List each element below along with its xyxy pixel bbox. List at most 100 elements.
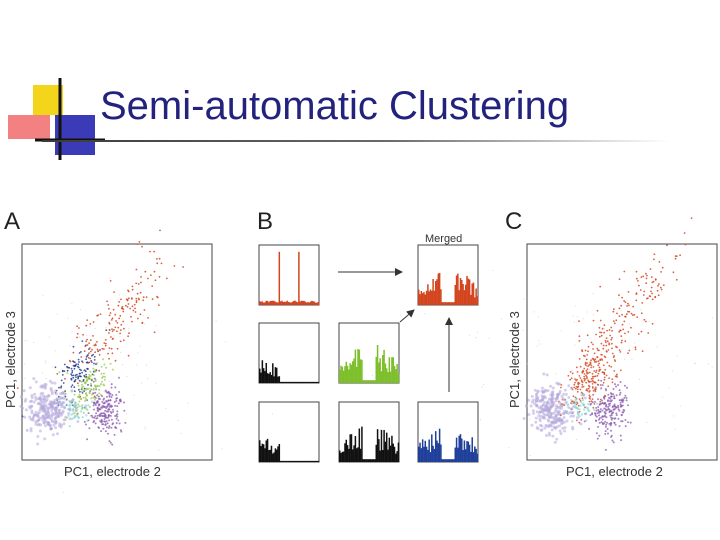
scatter-point	[86, 338, 88, 341]
scatter-point	[570, 399, 573, 402]
scatter-point	[122, 320, 125, 323]
scatter-point	[636, 277, 638, 280]
scatter-point	[116, 330, 118, 333]
hist-black-3-bar	[371, 459, 374, 462]
hist-orange-bar	[304, 301, 307, 305]
hist-black-3-bar	[382, 450, 384, 462]
scatter-point	[85, 324, 88, 327]
scatter-point	[569, 378, 572, 381]
scatter-point	[582, 354, 585, 357]
scatter-point	[94, 385, 97, 388]
scatter-point	[50, 414, 54, 418]
scatter-point	[117, 419, 120, 422]
scatter-point	[180, 432, 182, 434]
scatter-point	[574, 378, 576, 380]
scatter-point	[534, 420, 538, 424]
scatter-point	[635, 299, 638, 302]
scatter-point	[619, 434, 622, 437]
scatter-point	[580, 418, 583, 421]
hist-black-3-bar	[366, 459, 368, 462]
hist-green-bar	[341, 366, 344, 383]
scatter-point	[61, 374, 64, 376]
hist-black-2-bar	[286, 460, 288, 462]
hist-merged-bar	[419, 294, 421, 305]
hist-black-1-bar	[307, 381, 309, 383]
hist-black-3-bar	[369, 459, 371, 462]
hist-orange-bar	[278, 251, 281, 305]
scatter-point	[110, 347, 113, 350]
scatter-point	[578, 340, 581, 342]
scatter-point	[627, 310, 629, 313]
scatter-point	[72, 345, 75, 348]
scatter-point	[94, 404, 97, 406]
scatter-point	[126, 413, 128, 415]
scatter-point	[96, 362, 99, 365]
scatter-point	[585, 364, 587, 367]
scatter-point	[563, 429, 567, 433]
scatter-point	[108, 357, 110, 360]
scatter-point	[643, 290, 646, 293]
scatter-point	[102, 383, 105, 386]
scatter-point	[90, 400, 94, 403]
scatter-point	[623, 270, 626, 273]
scatter-point	[598, 414, 601, 417]
scatter-point	[536, 389, 540, 393]
scatter-point	[145, 364, 148, 366]
arrow-green-to-merged	[399, 309, 415, 323]
scatter-point	[648, 320, 651, 322]
scatter-point	[53, 398, 57, 402]
scatter-point	[558, 401, 562, 405]
scatter-point	[580, 379, 583, 382]
scatter-point	[535, 404, 539, 407]
scatter-point	[596, 309, 599, 312]
scatter-point	[585, 358, 588, 361]
scatter-point	[73, 380, 76, 383]
scatter-point	[30, 411, 34, 415]
hist-green-bar	[358, 349, 361, 383]
scatter-point	[98, 388, 101, 391]
scatter-point	[115, 320, 117, 322]
scatter-point	[70, 390, 74, 393]
scatter-point	[625, 399, 628, 402]
scatter-point	[34, 410, 38, 414]
scatter-point	[103, 375, 106, 378]
scatter-point	[594, 361, 596, 363]
scatter-point	[597, 408, 600, 411]
scatter-point	[40, 384, 44, 388]
scatter-point	[108, 307, 110, 310]
scatter-point	[540, 424, 544, 428]
scatter-point	[92, 404, 95, 407]
scatter-point	[592, 406, 595, 409]
scatter-point	[62, 491, 64, 493]
scatter-point	[602, 381, 605, 384]
scatter-point	[601, 371, 604, 374]
hist-green-bar	[395, 369, 397, 383]
scatter-point	[550, 424, 554, 428]
scatter-point	[662, 284, 665, 286]
hist-orange-bar	[315, 302, 317, 305]
scatter-point	[74, 376, 77, 379]
scatter-point	[33, 413, 37, 417]
scatter-point	[96, 384, 99, 387]
scatter-point	[77, 375, 79, 378]
scatter-point	[583, 375, 586, 378]
scatter-point	[77, 366, 80, 369]
scatter-point	[554, 407, 558, 411]
scatter-point	[620, 420, 623, 423]
scatter-point	[605, 416, 608, 419]
scatter-point	[539, 343, 541, 345]
scatter-point	[72, 376, 75, 379]
hist-black-2-bar	[283, 460, 286, 462]
hist-black-2-bar	[290, 460, 292, 462]
hist-green-bar	[363, 380, 366, 383]
scatter-point	[114, 326, 117, 329]
scatter-point	[101, 423, 104, 426]
scatter-point	[90, 393, 93, 396]
scatter-point	[143, 309, 146, 311]
scatter-point	[67, 317, 69, 319]
scatter-point	[599, 319, 602, 322]
scatter-point	[635, 292, 638, 295]
hist-merged-bar	[428, 291, 430, 305]
scatter-point	[114, 359, 117, 362]
scatter-point	[585, 369, 588, 372]
